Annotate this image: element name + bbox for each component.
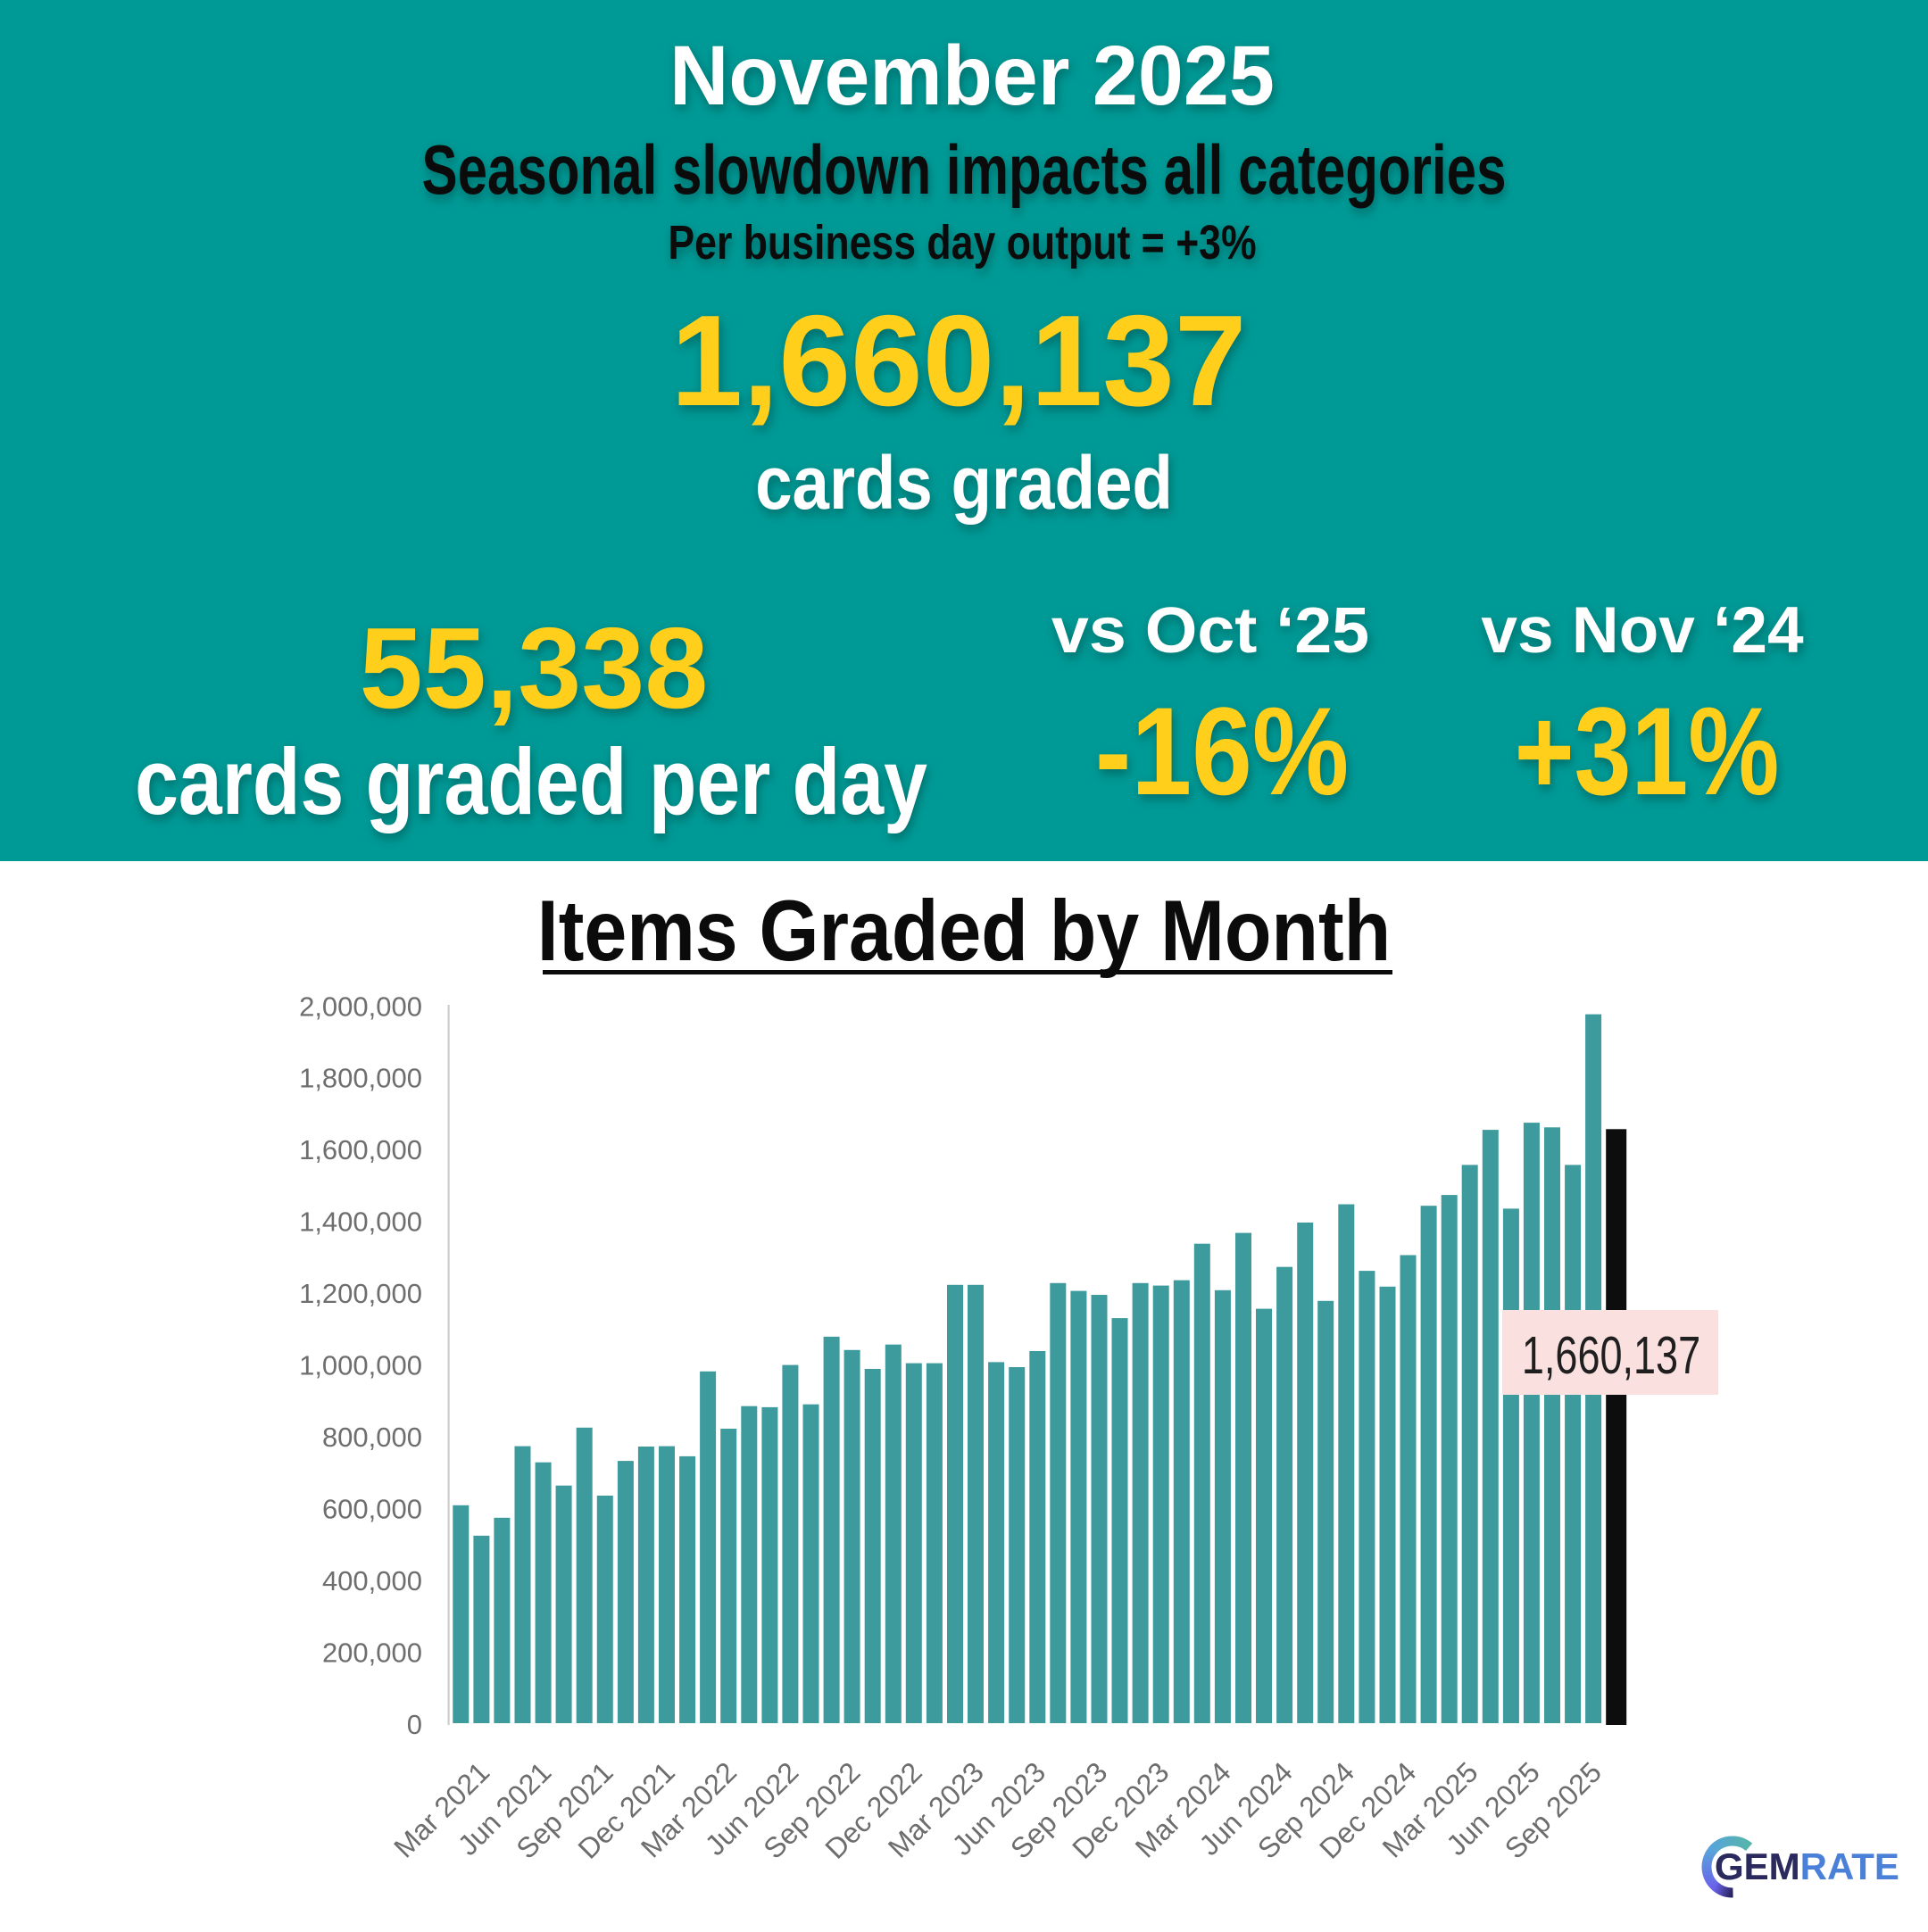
svg-text:1,200,000: 1,200,000	[299, 1278, 422, 1309]
svg-text:200,000: 200,000	[322, 1637, 422, 1668]
svg-text:cards graded per day: cards graded per day	[135, 729, 927, 834]
svg-text:400,000: 400,000	[322, 1565, 422, 1596]
svg-text:Per business day output = +3%: Per business day output = +3%	[668, 216, 1256, 269]
svg-text:+31%: +31%	[1515, 682, 1780, 821]
svg-text:2,000,000: 2,000,000	[299, 991, 422, 1022]
svg-text:600,000: 600,000	[322, 1494, 422, 1525]
svg-text:GEMRATE: GEMRATE	[1715, 1845, 1899, 1887]
svg-text:GEM: GEM	[1715, 1845, 1800, 1887]
svg-text:1,660,137: 1,660,137	[1522, 1327, 1700, 1385]
svg-text:1,000,000: 1,000,000	[299, 1350, 422, 1381]
svg-text:800,000: 800,000	[322, 1422, 422, 1453]
svg-text:0: 0	[407, 1709, 422, 1740]
svg-text:Items Graded by Month: Items Graded by Month	[537, 883, 1391, 979]
svg-text:cards graded: cards graded	[755, 441, 1173, 525]
svg-text:vs Nov ‘24: vs Nov ‘24	[1481, 594, 1804, 667]
svg-text:1,800,000: 1,800,000	[299, 1063, 422, 1094]
svg-text:Seasonal slowdown impacts all: Seasonal slowdown impacts all categories	[422, 130, 1507, 208]
svg-text:55,338: 55,338	[360, 604, 709, 733]
svg-text:-16%: -16%	[1095, 681, 1349, 821]
svg-text:November 2025: November 2025	[669, 27, 1275, 122]
svg-text:1,600,000: 1,600,000	[299, 1134, 422, 1165]
svg-text:1,400,000: 1,400,000	[299, 1206, 422, 1238]
svg-text:vs Oct ‘25: vs Oct ‘25	[1051, 593, 1369, 666]
svg-text:1,660,137: 1,660,137	[670, 288, 1246, 433]
